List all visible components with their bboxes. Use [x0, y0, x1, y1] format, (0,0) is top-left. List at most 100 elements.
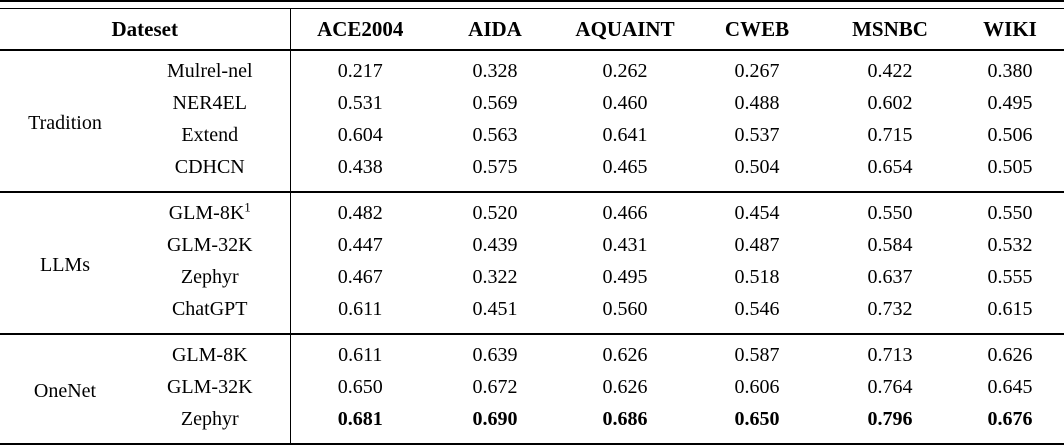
score-cell: 0.505: [987, 156, 1033, 178]
score-cell: 0.587: [734, 344, 780, 366]
column-header-dataset: Dateset: [0, 8, 291, 51]
score-cell: 0.518: [734, 266, 780, 288]
score-cell: 0.764: [867, 376, 913, 398]
method-label: CDHCN: [130, 151, 291, 192]
score-cell: 0.217: [337, 60, 383, 82]
column-header-aida: AIDA: [430, 8, 560, 51]
score-cell: 0.713: [867, 344, 913, 366]
method-label: Zephyr: [130, 261, 291, 293]
score-cell: 0.584: [867, 234, 913, 256]
score-cell: 0.495: [602, 266, 648, 288]
score-cell: 0.380: [987, 60, 1033, 82]
score-cell: 0.611: [338, 344, 383, 366]
table-header: Dateset ACE2004 AIDA AQUAINT CWEB MSNBC …: [0, 8, 1064, 51]
table-row: Extend 0.604 0.563 0.641 0.537 0.715 0.5…: [0, 119, 1064, 151]
score-cell: 0.546: [734, 298, 780, 320]
score-cell: 0.626: [602, 376, 648, 398]
score-cell: 0.482: [337, 202, 383, 224]
table-row-best: Zephyr 0.681 0.690 0.686 0.650 0.796 0.6…: [0, 403, 1064, 444]
score-cell: 0.467: [337, 266, 383, 288]
score-cell: 0.550: [987, 202, 1033, 224]
score-cell: 0.531: [337, 92, 383, 114]
score-cell: 0.537: [734, 124, 780, 146]
results-table: Dateset ACE2004 AIDA AQUAINT CWEB MSNBC …: [0, 8, 1064, 445]
score-cell: 0.650: [734, 408, 780, 430]
score-cell: 0.639: [472, 344, 518, 366]
method-label: GLM-32K: [130, 371, 291, 403]
group-tradition: Tradition Mulrel-nel 0.217 0.328 0.262 0…: [0, 50, 1064, 192]
score-cell: 0.626: [987, 344, 1033, 366]
table-row: CDHCN 0.438 0.575 0.465 0.504 0.654 0.50…: [0, 151, 1064, 192]
group-label-onenet: OneNet: [33, 380, 97, 402]
score-cell: 0.451: [472, 298, 518, 320]
table-row: Zephyr 0.467 0.322 0.495 0.518 0.637 0.5…: [0, 261, 1064, 293]
method-label-text: GLM-8K: [168, 202, 245, 224]
score-cell: 0.504: [734, 156, 780, 178]
score-cell: 0.438: [337, 156, 383, 178]
score-cell: 0.447: [337, 234, 383, 256]
score-cell: 0.495: [987, 92, 1033, 114]
score-cell: 0.681: [337, 408, 383, 430]
score-cell: 0.322: [472, 266, 518, 288]
score-cell: 0.431: [602, 234, 648, 256]
score-cell: 0.439: [472, 234, 518, 256]
score-cell: 0.604: [337, 124, 383, 146]
table-row: LLMs GLM-8K1 0.482 0.520 0.466 0.454 0.5…: [0, 192, 1064, 276]
score-cell: 0.466: [602, 202, 648, 224]
score-cell: 0.676: [987, 408, 1033, 430]
group-label-llms: LLMs: [40, 254, 90, 276]
column-header-aquaint: AQUAINT: [560, 8, 690, 51]
footnote-marker: 1: [244, 199, 251, 215]
score-cell: 0.520: [472, 202, 518, 224]
score-cell: 0.654: [867, 156, 913, 178]
column-header-msnbc: MSNBC: [824, 8, 956, 51]
group-onenet: OneNet GLM-8K 0.611 0.639 0.626 0.587 0.…: [0, 334, 1064, 444]
method-label: NER4EL: [130, 87, 291, 119]
header-row: Dateset ACE2004 AIDA AQUAINT CWEB MSNBC …: [0, 8, 1064, 51]
table-row: GLM-32K 0.650 0.672 0.626 0.606 0.764 0.…: [0, 371, 1064, 403]
method-label: Extend: [130, 119, 291, 151]
table-row: ChatGPT 0.611 0.451 0.560 0.546 0.732 0.…: [0, 293, 1064, 334]
score-cell: 0.532: [987, 234, 1033, 256]
score-cell: 0.569: [472, 92, 518, 114]
top-rule: [0, 0, 1064, 2]
score-cell: 0.550: [867, 202, 913, 224]
score-cell: 0.611: [338, 298, 383, 320]
score-cell: 0.645: [987, 376, 1033, 398]
score-cell: 0.715: [867, 124, 913, 146]
table-row: GLM-32K 0.447 0.439 0.431 0.487 0.584 0.…: [0, 229, 1064, 261]
score-cell: 0.454: [734, 202, 780, 224]
score-cell: 0.602: [867, 92, 913, 114]
column-header-ace2004: ACE2004: [290, 8, 430, 51]
score-cell: 0.563: [472, 124, 518, 146]
score-cell: 0.672: [472, 376, 518, 398]
score-cell: 0.650: [337, 376, 383, 398]
score-cell: 0.606: [734, 376, 780, 398]
table-row: Tradition Mulrel-nel 0.217 0.328 0.262 0…: [0, 50, 1064, 134]
score-cell: 0.637: [867, 266, 913, 288]
score-cell: 0.465: [602, 156, 648, 178]
table-row: NER4EL 0.531 0.569 0.460 0.488 0.602 0.4…: [0, 87, 1064, 119]
score-cell: 0.641: [602, 124, 648, 146]
table-row: OneNet GLM-8K 0.611 0.639 0.626 0.587 0.…: [0, 334, 1064, 402]
score-cell: 0.732: [867, 298, 913, 320]
method-label: GLM-8K: [130, 334, 291, 371]
method-label: GLM-32K: [130, 229, 291, 261]
column-header-wiki: WIKI: [956, 8, 1064, 51]
score-cell: 0.460: [602, 92, 648, 114]
score-cell: 0.796: [867, 408, 913, 430]
column-header-cweb: CWEB: [690, 8, 824, 51]
score-cell: 0.267: [734, 60, 780, 82]
score-cell: 0.506: [987, 124, 1033, 146]
score-cell: 0.555: [987, 266, 1033, 288]
score-cell: 0.575: [472, 156, 518, 178]
score-cell: 0.626: [602, 344, 648, 366]
score-cell: 0.262: [602, 60, 648, 82]
group-label-tradition: Tradition: [28, 112, 102, 134]
score-cell: 0.686: [602, 408, 648, 430]
score-cell: 0.328: [472, 60, 518, 82]
method-label: Mulrel-nel: [130, 50, 291, 87]
method-label: Zephyr: [130, 403, 291, 444]
method-label: GLM-8K1: [130, 192, 291, 229]
